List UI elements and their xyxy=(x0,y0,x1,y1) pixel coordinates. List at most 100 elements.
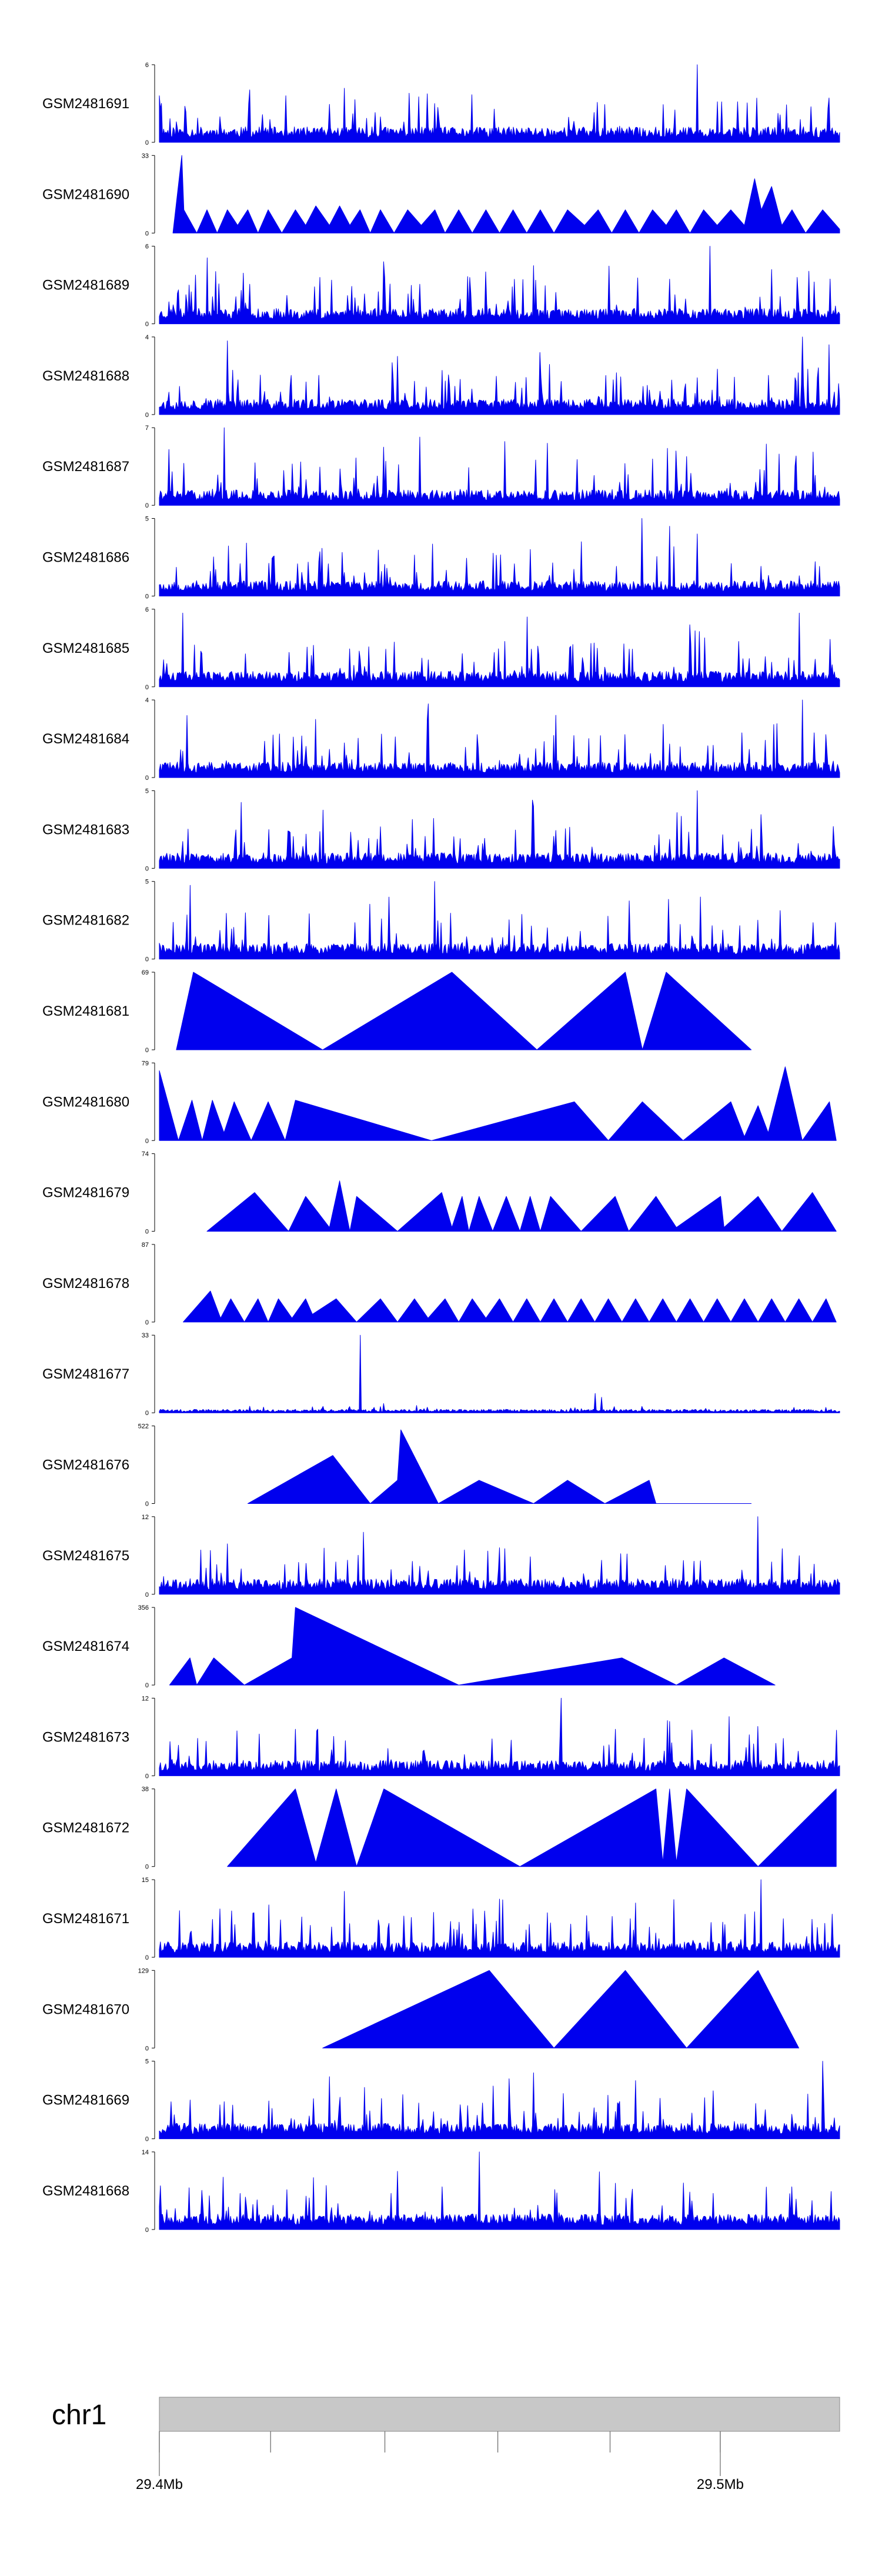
track-label: GSM2481684 xyxy=(42,731,129,747)
y-max-label: 69 xyxy=(142,969,149,976)
track-gsm2481676: GSM2481676 522 0 xyxy=(42,1423,752,1508)
y-max-label: 356 xyxy=(138,1604,149,1611)
track-label: GSM2481688 xyxy=(42,368,129,384)
track-label: GSM2481691 xyxy=(42,96,129,112)
y-max-label: 15 xyxy=(142,1877,149,1884)
track-label: GSM2481690 xyxy=(42,186,129,202)
track-signal xyxy=(183,1290,837,1323)
track-gsm2481684: GSM2481684 4 0 xyxy=(42,697,840,782)
chromosome-band xyxy=(159,2397,840,2432)
track-gsm2481681: GSM2481681 69 0 xyxy=(42,969,752,1054)
track-signal xyxy=(176,972,752,1050)
y-max-label: 14 xyxy=(142,2149,149,2156)
y-min-label: 0 xyxy=(145,2136,149,2143)
track-label: GSM2481670 xyxy=(42,2001,129,2017)
track-signal xyxy=(159,1697,840,1776)
track-gsm2481679: GSM2481679 74 0 xyxy=(42,1151,837,1236)
y-max-label: 129 xyxy=(138,1967,149,1974)
track-gsm2481691: GSM2481691 6 0 xyxy=(42,62,840,146)
track-signal xyxy=(159,518,840,596)
track-gsm2481677: GSM2481677 33 0 xyxy=(42,1332,840,1417)
track-label: GSM2481672 xyxy=(42,1820,129,1836)
y-min-label: 0 xyxy=(145,1229,149,1236)
track-label: GSM2481679 xyxy=(42,1185,129,1201)
y-max-label: 5 xyxy=(145,879,149,886)
track-signal xyxy=(159,2061,840,2140)
y-min-label: 0 xyxy=(145,412,149,419)
y-max-label: 4 xyxy=(145,334,149,341)
chromosome-ideogram: chr1 29.4Mb 29.5Mb xyxy=(52,2397,840,2492)
track-label: GSM2481671 xyxy=(42,1911,129,1927)
y-max-label: 12 xyxy=(142,1514,149,1521)
track-label: GSM2481669 xyxy=(42,2093,129,2108)
track-gsm2481689: GSM2481689 6 0 xyxy=(42,243,840,328)
track-label: GSM2481685 xyxy=(42,640,129,656)
track-gsm2481670: GSM2481670 129 0 xyxy=(42,1967,800,2052)
track-label: GSM2481689 xyxy=(42,278,129,293)
track-label: GSM2481677 xyxy=(42,1366,129,1382)
track-label: GSM2481683 xyxy=(42,822,129,837)
y-min-label: 0 xyxy=(145,956,149,963)
y-min-label: 0 xyxy=(145,775,149,782)
track-gsm2481690: GSM2481690 33 0 xyxy=(42,152,840,237)
track-signal xyxy=(159,790,840,869)
track-signal xyxy=(159,612,840,688)
y-min-label: 0 xyxy=(145,2227,149,2234)
y-min-label: 0 xyxy=(145,1319,149,1326)
y-min-label: 0 xyxy=(145,139,149,146)
track-signal xyxy=(159,1879,840,1958)
track-gsm2481685: GSM2481685 6 0 xyxy=(42,606,840,691)
track-label: GSM2481676 xyxy=(42,1457,129,1473)
y-max-label: 5 xyxy=(145,788,149,795)
y-min-label: 0 xyxy=(145,684,149,691)
track-label: GSM2481673 xyxy=(42,1729,129,1745)
track-signal xyxy=(159,64,840,143)
y-min-label: 0 xyxy=(145,1682,149,1689)
track-gsm2481680: GSM2481680 79 0 xyxy=(42,1060,837,1144)
y-min-label: 0 xyxy=(145,321,149,328)
track-signal xyxy=(159,1334,840,1413)
track-label: GSM2481678 xyxy=(42,1276,129,1292)
track-gsm2481688: GSM2481688 4 0 xyxy=(42,334,840,419)
track-signal xyxy=(159,881,840,960)
y-max-label: 5 xyxy=(145,2058,149,2066)
y-max-label: 6 xyxy=(145,243,149,251)
track-label: GSM2481674 xyxy=(42,1639,129,1654)
track-gsm2481668: GSM2481668 14 0 xyxy=(42,2149,840,2234)
y-max-label: 74 xyxy=(142,1151,149,1158)
y-max-label: 12 xyxy=(142,1695,149,1702)
track-label: GSM2481668 xyxy=(42,2183,129,2199)
y-min-label: 0 xyxy=(145,1047,149,1054)
position-label: 29.5Mb xyxy=(697,2477,744,2492)
track-signal xyxy=(159,2151,840,2230)
track-gsm2481675: GSM2481675 12 0 xyxy=(42,1514,840,1599)
track-gsm2481673: GSM2481673 12 0 xyxy=(42,1695,840,1780)
track-label: GSM2481680 xyxy=(42,1094,129,1110)
y-min-label: 0 xyxy=(145,1864,149,1871)
track-signal xyxy=(159,427,840,506)
y-min-label: 0 xyxy=(145,1773,149,1780)
y-max-label: 6 xyxy=(145,606,149,613)
y-max-label: 6 xyxy=(145,62,149,69)
y-max-label: 87 xyxy=(142,1242,149,1249)
track-gsm2481682: GSM2481682 5 0 xyxy=(42,879,840,963)
y-max-label: 79 xyxy=(142,1060,149,1067)
y-max-label: 33 xyxy=(142,152,149,159)
y-min-label: 0 xyxy=(145,1591,149,1599)
y-min-label: 0 xyxy=(145,1410,149,1417)
y-min-label: 0 xyxy=(145,865,149,872)
track-gsm2481686: GSM2481686 5 0 xyxy=(42,516,840,600)
track-gsm2481674: GSM2481674 356 0 xyxy=(42,1604,776,1689)
track-signal xyxy=(159,699,840,778)
y-max-label: 33 xyxy=(142,1332,149,1339)
track-label: GSM2481686 xyxy=(42,550,129,566)
y-max-label: 4 xyxy=(145,697,149,704)
track-signal xyxy=(169,1607,776,1686)
chromosome-label: chr1 xyxy=(52,2400,106,2431)
track-gsm2481683: GSM2481683 5 0 xyxy=(42,788,840,872)
y-max-label: 5 xyxy=(145,516,149,523)
y-min-label: 0 xyxy=(145,593,149,600)
y-max-label: 38 xyxy=(142,1786,149,1793)
y-min-label: 0 xyxy=(145,230,149,237)
